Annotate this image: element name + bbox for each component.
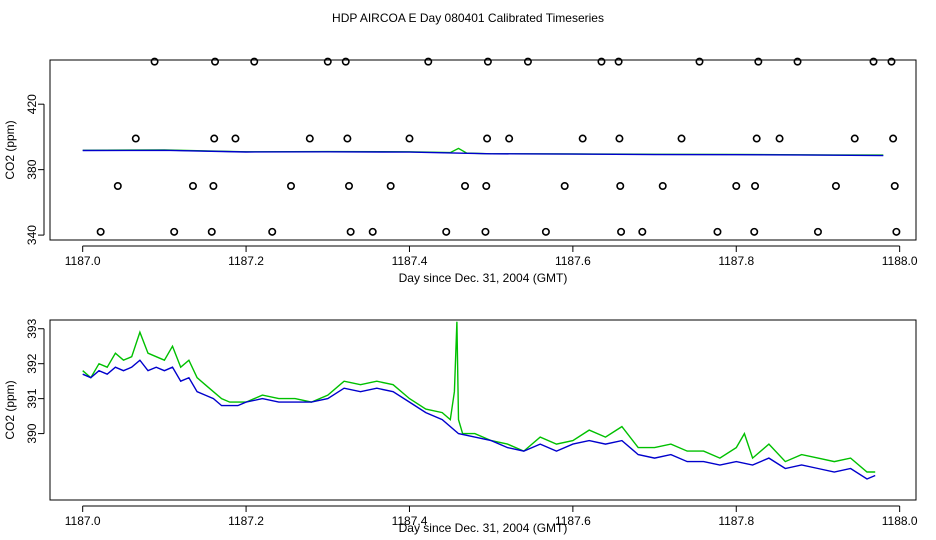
- marker-point: [131, 134, 140, 143]
- marker-point: [170, 227, 179, 236]
- marker-point: [887, 57, 896, 66]
- marker-point: [287, 182, 296, 191]
- marker-point: [305, 134, 314, 143]
- plot-area: [82, 57, 901, 236]
- x-tick-label: 1188.0: [882, 514, 918, 528]
- marker-point: [695, 57, 704, 66]
- marker-point: [677, 134, 686, 143]
- marker-point: [442, 227, 451, 236]
- marker-point: [268, 227, 277, 236]
- x-axis-label: Day since Dec. 31, 2004 (GMT): [399, 271, 568, 285]
- marker-point: [231, 134, 240, 143]
- marker-point: [150, 57, 159, 66]
- x-axis: 1187.0 1187.2 1187.4 1187.6 1187.8 1188.0: [65, 245, 918, 268]
- x-axis-label: Day since Dec. 31, 2004 (GMT): [399, 521, 568, 535]
- y-axis: 340 380 420: [25, 94, 45, 245]
- marker-point: [341, 57, 350, 66]
- x-tick-label: 1187.4: [392, 514, 428, 528]
- marker-point: [615, 134, 624, 143]
- series-line-2: [82, 359, 876, 480]
- marker-point: [483, 57, 492, 66]
- marker-point: [424, 57, 433, 66]
- marker-point: [96, 227, 105, 236]
- marker-point: [892, 227, 901, 236]
- y-tick-label: 392: [25, 353, 39, 373]
- marker-point: [346, 227, 355, 236]
- marker-point: [483, 134, 492, 143]
- marker-point: [890, 182, 899, 191]
- marker-point: [207, 227, 216, 236]
- x-tick-label: 1188.0: [882, 254, 918, 268]
- x-tick-label: 1187.8: [718, 254, 754, 268]
- marker-point: [113, 182, 122, 191]
- marker-point: [831, 182, 840, 191]
- y-tick-label: 380: [25, 159, 39, 179]
- x-tick-label: 1187.2: [228, 254, 264, 268]
- marker-point: [482, 182, 491, 191]
- marker-point: [560, 182, 569, 191]
- x-tick-label: 1187.4: [392, 254, 428, 268]
- marker-point: [345, 182, 354, 191]
- marker-point: [751, 182, 760, 191]
- marker-point: [209, 182, 218, 191]
- marker-point: [343, 134, 352, 143]
- x-tick-label: 1187.6: [555, 514, 591, 528]
- marker-point: [658, 182, 667, 191]
- x-axis: 1187.0 1187.2 1187.4 1187.6 1187.8 1188.0: [65, 505, 918, 528]
- marker-point: [754, 57, 763, 66]
- page-title: HDP AIRCOA E Day 080401 Calibrated Times…: [332, 11, 604, 25]
- marker-point: [732, 182, 741, 191]
- marker-point: [578, 134, 587, 143]
- x-tick-label: 1187.2: [228, 514, 264, 528]
- marker-point: [523, 57, 532, 66]
- y-tick-label: 393: [25, 318, 39, 338]
- chart-bottom: 1187.0 1187.2 1187.4 1187.6 1187.8 1188.0 390…: [3, 318, 918, 535]
- y-tick-label: 340: [25, 225, 39, 245]
- marker-point: [614, 57, 623, 66]
- marker-point: [461, 182, 470, 191]
- series-line-2: [82, 149, 884, 157]
- marker-point: [713, 227, 722, 236]
- marker-point: [481, 227, 490, 236]
- marker-point: [323, 57, 332, 66]
- marker-point: [210, 134, 219, 143]
- marker-point: [505, 134, 514, 143]
- marker-point: [597, 57, 606, 66]
- y-tick-label: 390: [25, 423, 39, 443]
- marker-point: [793, 57, 802, 66]
- x-tick-label: 1187.0: [65, 514, 101, 528]
- marker-point: [188, 182, 197, 191]
- marker-point: [850, 134, 859, 143]
- marker-point: [368, 227, 377, 236]
- marker-point: [405, 134, 414, 143]
- y-axis: 390 391 392 393: [25, 318, 45, 444]
- y-tick-label: 420: [25, 94, 39, 114]
- y-tick-label: 391: [25, 388, 39, 408]
- marker-point: [752, 134, 761, 143]
- x-tick-label: 1187.8: [718, 514, 754, 528]
- chart-top: 1187.0 1187.2 1187.4 1187.6 1187.8 1188.0 340…: [3, 57, 918, 285]
- marker-point: [250, 57, 259, 66]
- marker-point: [638, 227, 647, 236]
- marker-point: [750, 227, 759, 236]
- y-axis-label: CO2 (ppm): [3, 120, 17, 179]
- plot-frame: [49, 59, 917, 241]
- y-axis-label: CO2 (ppm): [3, 380, 17, 439]
- marker-point: [211, 57, 220, 66]
- series-line-1: [82, 321, 876, 473]
- x-tick-label: 1187.6: [555, 254, 591, 268]
- marker-point: [386, 182, 395, 191]
- marker-point: [541, 227, 550, 236]
- marker-point: [869, 57, 878, 66]
- x-tick-label: 1187.0: [65, 254, 101, 268]
- marker-point: [889, 134, 898, 143]
- marker-point: [775, 134, 784, 143]
- marker-point: [813, 227, 822, 236]
- marker-point: [617, 227, 626, 236]
- plot-area: [82, 321, 876, 480]
- marker-point: [616, 182, 625, 191]
- plot-frame: [49, 319, 917, 501]
